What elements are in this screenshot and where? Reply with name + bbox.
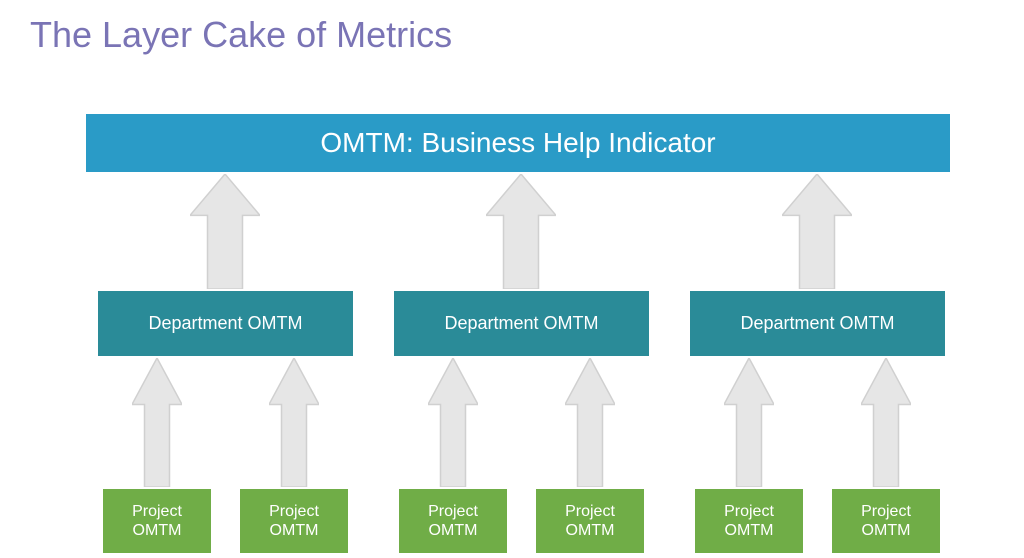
proj-box-label: Project OMTM xyxy=(269,502,319,540)
arrow-dept-to-top-1 xyxy=(486,174,556,289)
dept-box-label: Department OMTM xyxy=(148,313,302,335)
dept-box-label: Department OMTM xyxy=(444,313,598,335)
arrow-proj-to-dept-3 xyxy=(565,358,615,487)
proj-box-3: Project OMTM xyxy=(536,489,644,553)
proj-box-1: Project OMTM xyxy=(240,489,348,553)
top-box: OMTM: Business Help Indicator xyxy=(86,114,950,172)
dept-box-2: Department OMTM xyxy=(690,291,945,356)
arrow-proj-to-dept-5 xyxy=(861,358,911,487)
slide: The Layer Cake of Metrics OMTM: Business… xyxy=(0,0,1024,558)
slide-title: The Layer Cake of Metrics xyxy=(30,14,452,56)
proj-box-5: Project OMTM xyxy=(832,489,940,553)
dept-box-0: Department OMTM xyxy=(98,291,353,356)
arrow-dept-to-top-2 xyxy=(782,174,852,289)
proj-box-label: Project OMTM xyxy=(565,502,615,540)
proj-box-4: Project OMTM xyxy=(695,489,803,553)
proj-box-label: Project OMTM xyxy=(724,502,774,540)
proj-box-0: Project OMTM xyxy=(103,489,211,553)
arrow-proj-to-dept-1 xyxy=(269,358,319,487)
proj-box-2: Project OMTM xyxy=(399,489,507,553)
arrow-proj-to-dept-4 xyxy=(724,358,774,487)
dept-box-label: Department OMTM xyxy=(740,313,894,335)
dept-box-1: Department OMTM xyxy=(394,291,649,356)
arrow-proj-to-dept-2 xyxy=(428,358,478,487)
proj-box-label: Project OMTM xyxy=(428,502,478,540)
top-box-label: OMTM: Business Help Indicator xyxy=(320,126,715,160)
arrow-dept-to-top-0 xyxy=(190,174,260,289)
proj-box-label: Project OMTM xyxy=(132,502,182,540)
arrow-proj-to-dept-0 xyxy=(132,358,182,487)
proj-box-label: Project OMTM xyxy=(861,502,911,540)
